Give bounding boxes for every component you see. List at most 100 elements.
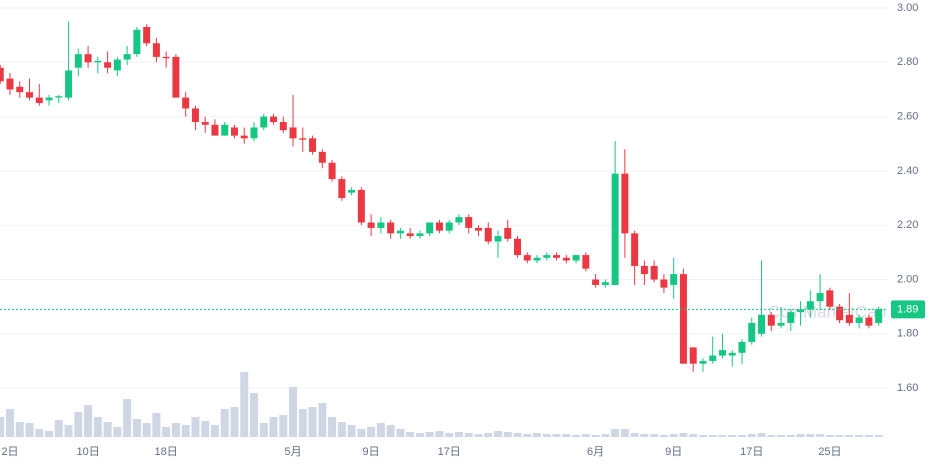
candle-body	[738, 341, 746, 353]
candle-body	[621, 173, 629, 234]
volume-bar	[269, 417, 278, 437]
volume-bar	[454, 432, 463, 437]
volume-bar	[103, 422, 112, 437]
volume-bar	[0, 417, 5, 437]
candle-body	[240, 135, 248, 139]
candle-body	[152, 43, 160, 57]
x-tick-label: 17日	[438, 446, 461, 458]
candle-body	[318, 151, 326, 163]
candle-body	[387, 222, 395, 234]
y-tick-label: 2.40	[897, 165, 918, 177]
volume-bar	[152, 413, 161, 437]
candle-body	[84, 54, 92, 63]
volume-bar	[572, 435, 581, 437]
y-tick-label: 2.00	[897, 273, 918, 285]
volume-bar	[162, 427, 171, 437]
volume-bar	[6, 409, 14, 437]
volume-bar	[503, 432, 512, 437]
candle-body	[562, 257, 570, 261]
volume-bar	[181, 425, 190, 437]
candle-body	[309, 138, 317, 152]
candle-body	[270, 116, 278, 123]
candle-body	[836, 306, 844, 321]
volume-bar	[328, 417, 337, 437]
volume-bar	[708, 435, 717, 437]
candle-body	[572, 255, 580, 261]
volume-bar	[825, 435, 834, 437]
volume-bar	[445, 433, 454, 437]
volume-bar	[591, 435, 600, 437]
candle-body	[16, 86, 24, 93]
candle-body	[504, 227, 512, 239]
volume-bar	[474, 434, 483, 437]
candle-body	[338, 179, 346, 199]
volume-bar	[367, 427, 376, 437]
volume-bar	[210, 425, 219, 437]
volume-bar	[689, 434, 698, 437]
x-tick-label: 25日	[818, 446, 841, 458]
candle-body	[533, 257, 541, 261]
volume-bar	[611, 429, 620, 437]
volume-bar	[855, 435, 864, 437]
candle-body	[484, 227, 492, 242]
volume-bar	[786, 435, 795, 437]
candle-body	[143, 27, 151, 44]
volume-bar	[230, 407, 239, 437]
candle-body	[865, 317, 873, 326]
volume-bar	[435, 431, 444, 437]
candle-body	[689, 347, 697, 364]
x-tick-label: 9日	[665, 446, 682, 458]
volume-bar	[318, 403, 327, 437]
x-tick-label: 6月	[587, 446, 604, 458]
candle-body	[445, 222, 453, 231]
candle-body	[465, 217, 473, 228]
candle-body	[855, 317, 863, 323]
candle-body	[553, 255, 561, 258]
x-tick-label: 18日	[155, 446, 178, 458]
volume-bar	[132, 419, 141, 437]
volume-bar	[386, 425, 395, 437]
candle-body	[758, 314, 766, 334]
candle-body	[582, 255, 590, 269]
candle-body	[679, 274, 687, 364]
x-tick-label: 5月	[284, 446, 301, 458]
candle-body	[162, 56, 170, 59]
candle-body	[455, 217, 463, 223]
candle-body	[299, 138, 307, 140]
volume-bar	[298, 409, 307, 437]
volume-bar	[484, 433, 493, 437]
candle-body	[660, 279, 668, 288]
candle-body	[845, 314, 853, 323]
candle-body	[816, 293, 824, 302]
y-tick-label: 2.20	[897, 219, 918, 231]
volume-bar	[796, 434, 805, 437]
volume-bar	[874, 435, 883, 437]
volume-bar	[679, 433, 688, 437]
volume-bar	[562, 434, 571, 437]
volume-bar	[308, 407, 317, 437]
candle-body	[435, 222, 443, 231]
volume-bar	[84, 405, 93, 437]
candle-body	[94, 60, 102, 63]
volume-bar	[406, 432, 415, 437]
candle-body	[777, 322, 785, 326]
candle-body	[279, 122, 287, 131]
candle-body	[35, 97, 43, 104]
candle-body	[631, 233, 639, 266]
candle-body	[260, 116, 268, 128]
candle-body	[826, 290, 834, 307]
volume-bar	[240, 372, 249, 437]
volume-bar	[45, 431, 54, 437]
x-tick-label: 10日	[76, 446, 99, 458]
candle-body	[406, 233, 414, 237]
candle-body	[250, 127, 258, 139]
volume-bar	[767, 435, 776, 437]
volume-bar	[835, 435, 844, 437]
y-tick-label: 1.80	[897, 328, 918, 340]
volume-bar	[747, 434, 756, 437]
volume-bar	[640, 434, 649, 437]
candle-body	[26, 92, 34, 98]
candle-body	[357, 189, 365, 223]
volume-bar	[845, 435, 854, 437]
